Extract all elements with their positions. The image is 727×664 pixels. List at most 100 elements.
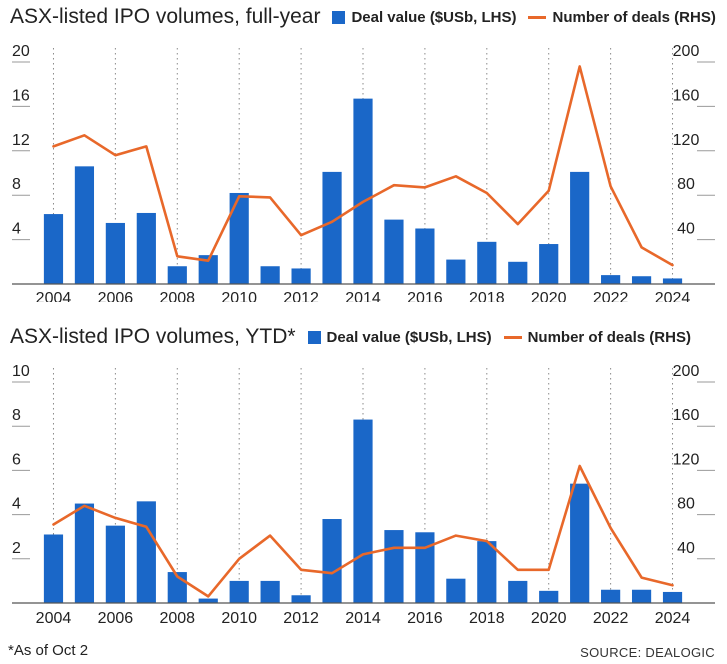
right-axis-tick-label: 40 xyxy=(677,540,695,557)
legend: Deal value ($USb, LHS) Number of deals (… xyxy=(307,328,703,346)
right-axis-tick-label: 160 xyxy=(673,87,700,104)
x-axis-tick-label: 2016 xyxy=(407,290,443,302)
right-axis-tick-label: 80 xyxy=(677,176,695,193)
bar xyxy=(198,598,218,603)
left-axis-tick-label: 6 xyxy=(12,451,21,468)
bar xyxy=(322,519,342,603)
chart-plot: 2 4 6 8 10 40 80 120 160 200 2004 2006 2008 2010 2012 2… xyxy=(12,363,715,627)
bar xyxy=(446,578,466,603)
bar xyxy=(539,244,559,284)
left-axis-tick-label: 10 xyxy=(12,363,30,380)
right-axis-tick-label: 120 xyxy=(673,451,700,468)
x-axis-tick-label: 2004 xyxy=(36,610,72,627)
line-series xyxy=(52,65,674,267)
bar xyxy=(353,98,373,284)
bar xyxy=(477,241,497,284)
x-axis-tick-label: 2008 xyxy=(159,290,195,302)
left-axis-tick-label: 4 xyxy=(12,496,21,513)
chart-header: ASX-listed IPO volumes, YTD* Deal value … xyxy=(10,322,703,352)
bar xyxy=(229,580,249,603)
left-axis-tick-label: 20 xyxy=(12,43,30,60)
x-axis-tick-label: 2016 xyxy=(407,610,443,627)
bar xyxy=(446,259,466,284)
legend: Deal value ($USb, LHS) Number of deals (… xyxy=(332,9,727,26)
x-axis-tick-label: 2014 xyxy=(345,610,381,627)
bar xyxy=(570,483,590,603)
right-axis-tick-label: 80 xyxy=(677,496,695,513)
bar xyxy=(136,501,156,603)
line-swatch-icon xyxy=(503,335,522,339)
bar xyxy=(570,171,590,284)
source-credit: SOURCE: DEALOGIC xyxy=(580,645,715,660)
bar-swatch-icon xyxy=(307,330,321,344)
legend-label: Number of deals (RHS) xyxy=(552,8,716,26)
legend-label: Deal value ($USb, LHS) xyxy=(326,328,492,346)
bar xyxy=(43,534,64,603)
bar xyxy=(662,278,683,284)
x-axis-tick-label: 2020 xyxy=(531,610,567,627)
bar xyxy=(74,503,95,603)
x-axis-tick-label: 2018 xyxy=(469,610,505,627)
x-axis-tick-label: 2010 xyxy=(221,610,257,627)
bar xyxy=(229,192,249,284)
right-axis-tick-label: 160 xyxy=(673,407,700,424)
left-axis-tick-label: 2 xyxy=(12,540,21,557)
bar xyxy=(601,589,621,603)
legend-label: Deal value ($USb, LHS) xyxy=(351,8,517,26)
chart-ytd: ASX-listed IPO volumes, YTD* Deal value … xyxy=(0,322,727,632)
bar-swatch-icon xyxy=(332,10,346,24)
left-axis-tick-label: 8 xyxy=(12,176,21,193)
chart-title: ASX-listed IPO volumes, YTD* xyxy=(10,325,296,348)
line-swatch-icon xyxy=(528,15,547,19)
bar xyxy=(662,591,683,603)
x-axis-tick-label: 2006 xyxy=(98,610,134,627)
x-axis-tick-label: 2010 xyxy=(221,290,257,302)
bar xyxy=(136,212,156,284)
x-axis-tick-label: 2024 xyxy=(655,290,691,302)
right-axis-tick-label: 120 xyxy=(673,132,700,149)
x-axis-tick-label: 2022 xyxy=(593,290,629,302)
chart-title: ASX-listed IPO volumes, full-year xyxy=(10,5,321,28)
x-axis-tick-label: 2006 xyxy=(98,290,134,302)
bar xyxy=(415,228,435,284)
bar xyxy=(291,268,311,284)
x-axis-tick-label: 2008 xyxy=(159,610,195,627)
line-series xyxy=(52,464,674,598)
legend-label: Number of deals (RHS) xyxy=(527,328,691,346)
right-axis-tick-label: 40 xyxy=(677,221,695,238)
right-axis-tick-label: 200 xyxy=(673,43,700,60)
bar xyxy=(105,525,125,603)
bar xyxy=(508,580,528,603)
bar xyxy=(601,275,621,284)
x-axis-tick-label: 2012 xyxy=(283,610,319,627)
bar xyxy=(260,580,280,603)
right-axis-tick-label: 200 xyxy=(673,363,700,380)
x-axis-tick-label: 2004 xyxy=(36,290,72,302)
bar xyxy=(384,219,404,284)
bar xyxy=(508,261,528,284)
bar xyxy=(477,541,497,603)
footnote: *As of Oct 2 xyxy=(8,642,89,659)
bar xyxy=(74,166,95,284)
x-axis-tick-label: 2020 xyxy=(531,290,567,302)
left-axis-tick-label: 8 xyxy=(12,407,21,424)
bar xyxy=(631,589,652,603)
chart-header: ASX-listed IPO volumes, full-year Deal v… xyxy=(10,2,727,32)
x-axis-tick-label: 2018 xyxy=(469,290,505,302)
bar xyxy=(631,276,652,284)
left-axis-tick-label: 16 xyxy=(12,87,30,104)
legend-item-line: Number of deals (RHS) xyxy=(528,8,716,26)
chart-plot: 4 8 12 16 20 40 80 120 160 200 2004 2006 2008 2010 201… xyxy=(12,43,715,302)
x-axis-tick-label: 2012 xyxy=(283,290,319,302)
legend-item-line: Number of deals (RHS) xyxy=(503,328,691,346)
bar xyxy=(198,255,218,284)
bar xyxy=(322,171,342,284)
bar xyxy=(539,590,559,603)
bar xyxy=(167,266,187,284)
left-axis-tick-label: 12 xyxy=(12,132,30,149)
x-axis-tick-label: 2022 xyxy=(593,610,629,627)
bar xyxy=(43,214,64,284)
bar xyxy=(353,419,373,603)
bar xyxy=(291,595,311,603)
